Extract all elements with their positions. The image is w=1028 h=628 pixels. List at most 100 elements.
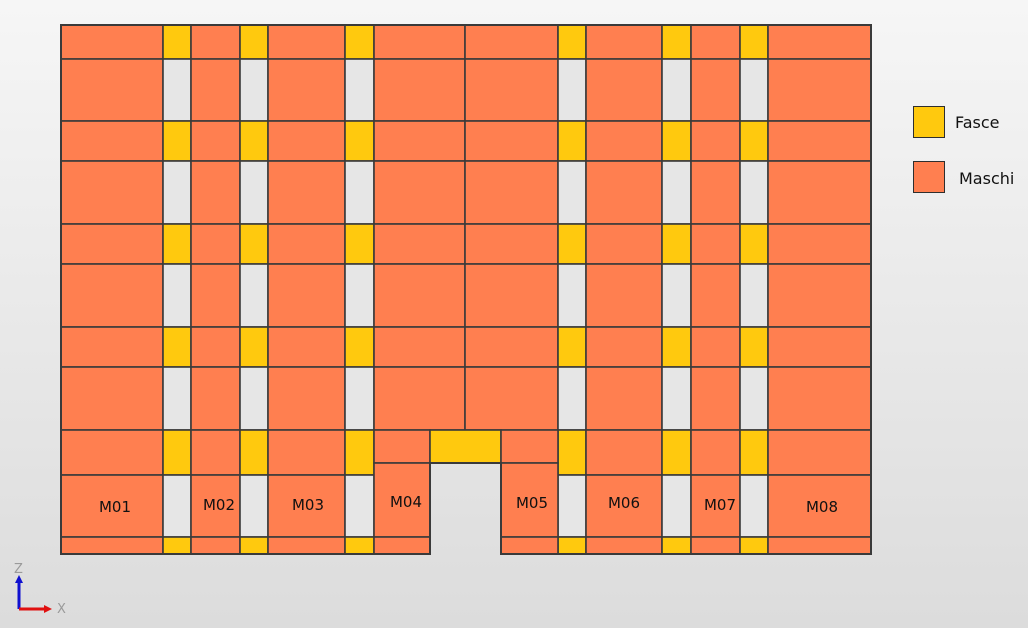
pier-panel	[267, 24, 346, 60]
window-opening	[661, 474, 692, 538]
pier-panel	[464, 223, 559, 265]
pier-panel	[767, 58, 872, 122]
pier-panel	[767, 366, 872, 431]
pier-panel	[190, 326, 241, 368]
pier-panel	[690, 429, 741, 476]
pier-panel	[585, 58, 663, 122]
spandrel	[239, 24, 269, 60]
pier-panel	[690, 263, 741, 328]
pier-panel	[767, 263, 872, 328]
x-axis-label: X	[57, 602, 66, 617]
door-lintel-spandrel	[429, 429, 502, 464]
wall-outline	[60, 24, 872, 555]
pier-panel	[373, 326, 466, 368]
pier-panel	[267, 326, 346, 368]
window-opening	[239, 366, 269, 431]
window-opening	[344, 160, 375, 225]
spandrel	[557, 429, 587, 476]
pier-panel	[767, 536, 872, 555]
pier-panel	[60, 326, 164, 368]
pier-panel	[585, 223, 663, 265]
pier-panel	[690, 223, 741, 265]
pier-panel	[373, 24, 466, 60]
pier-label-m08: M08	[806, 498, 838, 516]
pier-panel	[464, 366, 559, 431]
pier-panel	[373, 223, 466, 265]
z-axis-arrowhead	[15, 575, 23, 583]
legend-item-fasce: Fasce	[913, 106, 1028, 140]
spandrel	[557, 536, 587, 555]
spandrel	[739, 536, 769, 555]
pier-panel	[373, 429, 431, 464]
pier-panel	[60, 58, 164, 122]
pier-panel	[60, 160, 164, 225]
pier-panel	[267, 120, 346, 162]
spandrel	[344, 536, 375, 555]
pier-panel	[190, 366, 241, 431]
pier-panel	[190, 474, 241, 538]
pier-label-m04: M04	[390, 493, 422, 511]
pier-panel	[190, 263, 241, 328]
spandrel	[739, 120, 769, 162]
spandrel	[739, 326, 769, 368]
spandrel	[661, 24, 692, 60]
pier-panel	[190, 58, 241, 122]
x-axis-arrowhead	[44, 605, 52, 613]
spandrel	[344, 326, 375, 368]
pier-panel	[60, 474, 164, 538]
pier-panel	[690, 366, 741, 431]
spandrel	[162, 326, 192, 368]
legend-swatch-fasce	[913, 106, 945, 138]
window-opening	[557, 366, 587, 431]
spandrel	[239, 120, 269, 162]
window-opening	[739, 366, 769, 431]
spandrel	[344, 120, 375, 162]
pier-panel	[585, 160, 663, 225]
window-opening	[344, 58, 375, 122]
pier-panel	[585, 429, 663, 476]
pier-panel	[767, 326, 872, 368]
window-opening	[739, 58, 769, 122]
window-opening	[344, 263, 375, 328]
window-opening	[661, 58, 692, 122]
pier-panel	[464, 160, 559, 225]
window-opening	[557, 474, 587, 538]
pier-panel	[267, 58, 346, 122]
spandrel	[739, 429, 769, 476]
spandrel	[557, 120, 587, 162]
window-opening	[162, 366, 192, 431]
pier-panel	[464, 263, 559, 328]
pier-panel	[585, 366, 663, 431]
pier-panel	[373, 160, 466, 225]
legend-label-fasce: Fasce	[955, 113, 1000, 132]
pier-panel	[464, 326, 559, 368]
spandrel	[557, 24, 587, 60]
spandrel	[162, 223, 192, 265]
pier-panel	[60, 429, 164, 476]
pier-panel	[373, 366, 466, 431]
pier-panel	[190, 223, 241, 265]
masonry-wall-mesh	[60, 24, 872, 555]
pier-panel	[267, 366, 346, 431]
pier-panel	[60, 366, 164, 431]
window-opening	[239, 263, 269, 328]
window-opening	[162, 474, 192, 538]
window-opening	[661, 366, 692, 431]
pier-panel	[767, 160, 872, 225]
pier-panel	[767, 24, 872, 60]
pier-panel	[60, 24, 164, 60]
pier-label-m06: M06	[608, 494, 640, 512]
pier-panel	[500, 536, 559, 555]
window-opening	[344, 474, 375, 538]
pier-panel	[767, 429, 872, 476]
pier-panel	[500, 429, 559, 464]
window-opening	[557, 58, 587, 122]
window-opening	[162, 263, 192, 328]
spandrel	[739, 223, 769, 265]
spandrel	[661, 429, 692, 476]
pier-panel	[60, 263, 164, 328]
pier-panel	[690, 24, 741, 60]
window-opening	[739, 160, 769, 225]
pier-label-m02: M02	[203, 496, 235, 514]
